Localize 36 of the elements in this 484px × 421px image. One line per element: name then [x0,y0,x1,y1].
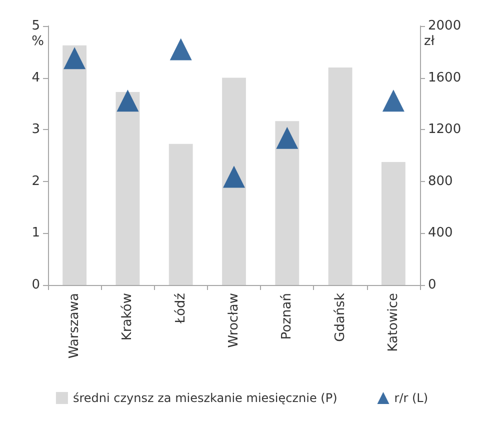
bar [116,92,140,285]
point [223,166,245,188]
y-tick-label: 3 [32,122,40,138]
x-tick-label: Poznań [280,293,295,340]
x-tick-label: Wrocław [226,292,242,348]
y-tick-label: 2 [32,174,40,189]
y2-tick-label: 800 [428,174,453,189]
bar [62,45,87,285]
x-tick-label: Gdańsk [332,292,348,342]
point [276,126,298,149]
bar [222,78,246,285]
point [382,90,404,112]
y-axis-title: % [32,34,44,49]
y-tick-label: 4 [32,70,40,86]
x-tick-label: Warszawa [67,293,82,358]
x-tick-label: Kraków [120,292,136,340]
y2-tick-label: 400 [428,226,453,241]
y2-axis-title: zł [424,34,435,49]
point [64,47,86,70]
y-tick-label: 1 [32,226,40,241]
y2-tick-label: 1600 [428,70,462,86]
bar [328,67,352,285]
y-tick-label: 0 [32,278,40,292]
x-tick-label: Łódź [173,292,188,324]
point [116,90,139,112]
x-tick-label: Katowice [386,293,401,352]
y2-tick-label: 2000 [428,18,462,34]
bar [168,144,193,285]
y2-tick-label: 0 [428,278,436,292]
point [170,38,192,60]
bar [275,121,300,285]
bar [381,162,406,285]
legend-label: średni czynsz za mieszkanie miesięcznie (P) [72,391,338,405]
legend-label: r/r (L) [394,391,428,405]
y-tick-label: 5 [32,18,40,34]
y2-tick-label: 1200 [428,122,462,138]
